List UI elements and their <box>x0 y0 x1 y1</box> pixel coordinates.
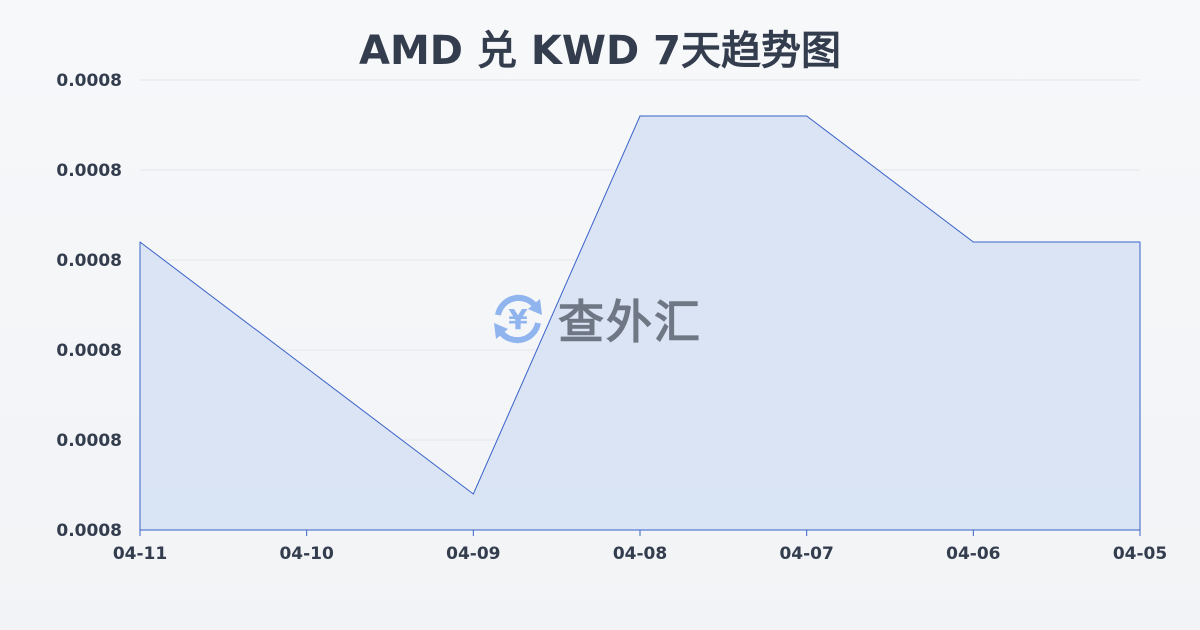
data-point <box>806 115 808 117</box>
x-tick-label: 04-06 <box>946 544 1000 564</box>
y-tick-label: 0.0008 <box>56 341 122 361</box>
area-fill <box>140 116 1140 530</box>
yen-exchange-icon: ¥ <box>494 294 542 344</box>
y-tick-label: 0.0008 <box>56 521 122 541</box>
x-tick-label: 04-11 <box>113 544 167 564</box>
y-tick-label: 0.0008 <box>56 161 122 181</box>
data-point <box>139 241 141 243</box>
data-point <box>306 367 308 369</box>
watermark-text: 查外汇 <box>558 295 702 349</box>
svg-text:¥: ¥ <box>508 303 528 336</box>
data-point <box>1139 241 1141 243</box>
x-tick-label: 04-05 <box>1113 544 1167 564</box>
data-point <box>972 241 974 243</box>
x-tick-label: 04-08 <box>613 544 667 564</box>
y-tick-label: 0.0008 <box>56 71 122 91</box>
data-point <box>639 115 641 117</box>
x-tick-label: 04-09 <box>446 544 500 564</box>
chart-title: AMD 兑 KWD 7天趋势图 <box>359 28 841 74</box>
y-tick-label: 0.0008 <box>56 431 122 451</box>
y-tick-label: 0.0008 <box>56 251 122 271</box>
data-point <box>472 493 474 495</box>
watermark: ¥ 查外汇 <box>488 286 702 352</box>
x-tick-label: 04-10 <box>279 544 334 564</box>
x-tick-label: 04-07 <box>779 544 833 564</box>
